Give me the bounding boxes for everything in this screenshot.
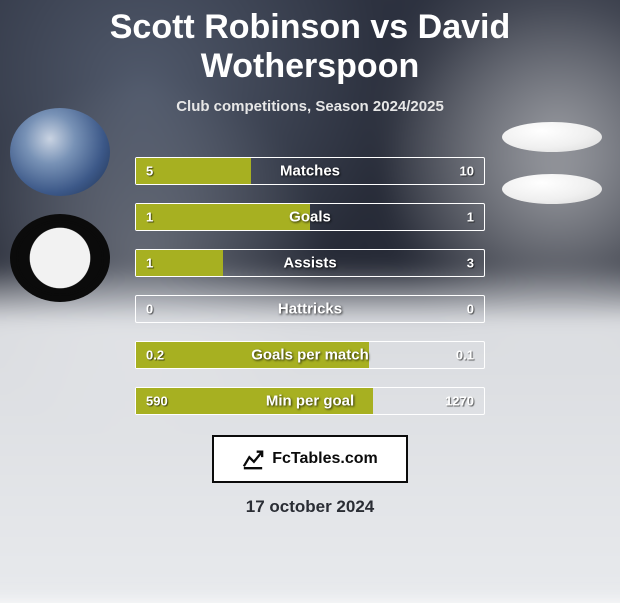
stat-value-right: 0.1 bbox=[456, 348, 474, 363]
oval-2 bbox=[502, 174, 602, 204]
stat-label: Matches bbox=[280, 163, 340, 180]
stat-value-right: 3 bbox=[467, 256, 474, 271]
oval-1 bbox=[502, 122, 602, 152]
brand-chart-icon bbox=[242, 448, 264, 470]
stat-value-left: 590 bbox=[146, 394, 168, 409]
stat-row: 1 Assists 3 bbox=[135, 249, 485, 277]
avatars bbox=[10, 108, 110, 302]
page-title: Scott Robinson vs David Wotherspoon bbox=[0, 8, 620, 86]
stat-fill-left bbox=[136, 204, 310, 230]
stat-label: Min per goal bbox=[266, 393, 354, 410]
stat-row: 0.2 Goals per match 0.1 bbox=[135, 341, 485, 369]
stat-row: 5 Matches 10 bbox=[135, 157, 485, 185]
stat-value-right: 1270 bbox=[445, 394, 474, 409]
stat-label: Goals per match bbox=[251, 347, 369, 364]
brand-text: FcTables.com bbox=[272, 450, 378, 468]
stat-value-left: 1 bbox=[146, 210, 153, 225]
stat-value-left: 0 bbox=[146, 302, 153, 317]
stat-row: 1 Goals 1 bbox=[135, 203, 485, 231]
date-text: 17 october 2024 bbox=[246, 497, 375, 517]
player2-avatar bbox=[10, 214, 110, 302]
subtitle: Club competitions, Season 2024/2025 bbox=[176, 98, 444, 115]
stats-table: 5 Matches 10 1 Goals 1 1 Assists 3 0 Hattricks 0 0.2… bbox=[135, 157, 485, 415]
stat-value-right: 0 bbox=[467, 302, 474, 317]
stat-value-left: 1 bbox=[146, 256, 153, 271]
stat-value-right: 1 bbox=[467, 210, 474, 225]
stat-row: 590 Min per goal 1270 bbox=[135, 387, 485, 415]
stat-value-left: 0.2 bbox=[146, 348, 164, 363]
stat-label: Assists bbox=[283, 255, 336, 272]
brand-pill: FcTables.com bbox=[212, 435, 408, 483]
player1-avatar bbox=[10, 108, 110, 196]
stat-label: Goals bbox=[289, 209, 331, 226]
oval-placeholders bbox=[502, 122, 602, 204]
stat-value-left: 5 bbox=[146, 164, 153, 179]
stat-row: 0 Hattricks 0 bbox=[135, 295, 485, 323]
stat-label: Hattricks bbox=[278, 301, 342, 318]
stat-value-right: 10 bbox=[460, 164, 474, 179]
